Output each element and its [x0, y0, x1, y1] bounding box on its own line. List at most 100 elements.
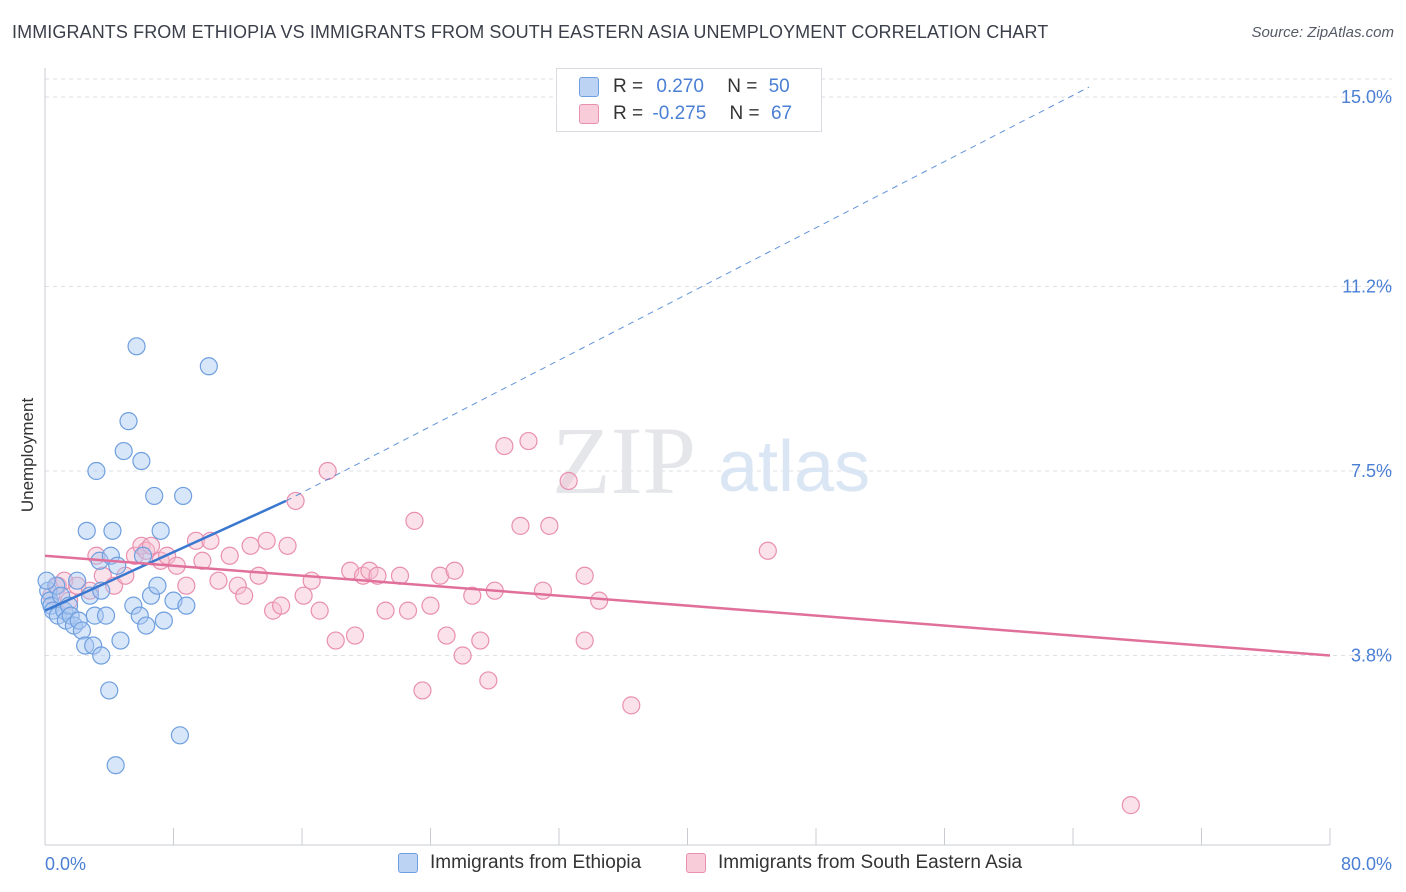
- y-tick-label: 11.2%: [1342, 276, 1392, 296]
- data-point-sea: [479, 671, 498, 690]
- data-point-sea: [294, 586, 313, 605]
- data-point-ethiopia: [132, 451, 151, 471]
- data-point-ethiopia: [141, 586, 161, 605]
- data-point-sea: [310, 601, 329, 620]
- tick-labels: 3.8% 7.5% 11.2% 15.0% 0.0% 80.0%: [45, 87, 1392, 874]
- grid-lines: [45, 78, 1392, 657]
- data-point-sea: [471, 631, 490, 650]
- bottom-legend-label: Immigrants from South Eastern Asia: [718, 852, 1023, 873]
- data-point-sea: [463, 586, 482, 605]
- data-point-sea: [257, 531, 276, 550]
- data-point-sea: [421, 596, 440, 615]
- data-point-ethiopia: [174, 486, 193, 506]
- data-point-sea: [437, 626, 456, 645]
- data-point-sea: [249, 566, 268, 585]
- data-point-sea: [318, 461, 337, 481]
- bottom-legend-label: Immigrants from Ethiopia: [430, 852, 642, 873]
- data-point-ethiopia: [77, 521, 96, 540]
- data-point-ethiopia: [87, 461, 106, 481]
- data-point-ethiopia: [47, 576, 66, 595]
- legend-r-label: R =: [613, 76, 644, 97]
- data-point-sea: [209, 571, 228, 590]
- data-point-sea: [495, 436, 514, 456]
- data-point-sea: [241, 536, 260, 555]
- data-point-ethiopia: [100, 681, 119, 700]
- data-point-sea: [540, 516, 559, 535]
- data-point-ethiopia: [37, 571, 56, 590]
- legend-n-value: 50: [768, 76, 790, 97]
- legend-r-label: R =: [613, 103, 644, 124]
- watermark-zip: ZIP: [552, 407, 696, 514]
- data-point-sea: [758, 541, 777, 560]
- axes: [44, 68, 1331, 846]
- x-tick-label: 0.0%: [45, 854, 86, 874]
- correlation-legend: R = 0.270 N = 50 R = -0.275 N = 67: [556, 68, 822, 132]
- legend-r-value: -0.275: [652, 103, 707, 124]
- data-point-ethiopia: [106, 756, 125, 775]
- y-tick-label: 15.0%: [1341, 87, 1392, 107]
- data-point-sea: [220, 546, 239, 565]
- y-tick-label: 3.8%: [1351, 646, 1392, 666]
- data-point-sea: [398, 601, 418, 620]
- data-point-sea: [533, 581, 553, 600]
- legend-swatch-sea: [579, 104, 599, 124]
- legend-n-label: N =: [727, 76, 758, 97]
- legend-n-label: N =: [729, 103, 760, 124]
- data-point-ethiopia: [127, 337, 146, 356]
- data-point-ethiopia: [170, 726, 190, 745]
- legend-n-value: 67: [770, 103, 793, 124]
- data-point-sea: [559, 471, 578, 491]
- data-point-ethiopia: [177, 596, 196, 615]
- legend-r-value: 0.270: [656, 76, 704, 97]
- data-point-sea: [405, 511, 424, 530]
- bottom-legend-swatch-ethiopia: [398, 853, 418, 873]
- data-point-ethiopia: [114, 441, 133, 461]
- data-point-sea: [326, 631, 345, 650]
- data-point-sea: [431, 566, 450, 585]
- bottom-legend-swatch-sea: [686, 853, 706, 873]
- data-point-ethiopia: [96, 606, 116, 625]
- data-point-sea: [272, 596, 291, 615]
- trend-lines: [44, 86, 1331, 657]
- data-point-ethiopia: [137, 616, 156, 635]
- data-point-ethiopia: [68, 571, 87, 590]
- data-point-sea: [575, 631, 594, 650]
- data-point-sea: [511, 516, 530, 535]
- data-point-ethiopia: [145, 486, 164, 506]
- data-point-sea: [177, 576, 196, 595]
- y-tick-label: 7.5%: [1351, 461, 1392, 481]
- data-point-ethiopia: [154, 611, 173, 630]
- data-point-sea: [368, 566, 387, 585]
- data-point-ethiopia: [199, 357, 218, 376]
- legend-swatch-ethiopia: [579, 77, 599, 97]
- data-point-sea: [193, 551, 212, 570]
- data-point-ethiopia: [119, 412, 138, 431]
- data-point-sea: [622, 696, 641, 715]
- data-point-sea: [575, 566, 594, 585]
- data-point-sea: [228, 576, 247, 595]
- data-point-ethiopia: [124, 596, 143, 615]
- data-point-ethiopia: [148, 576, 167, 595]
- watermark: ZIP atlas: [552, 407, 870, 514]
- data-point-sea: [413, 681, 432, 700]
- trend-line-ethiopia: [44, 499, 287, 612]
- data-point-sea: [345, 626, 365, 645]
- data-point-sea: [235, 586, 254, 605]
- data-point-sea: [376, 601, 395, 620]
- data-point-ethiopia: [103, 521, 122, 540]
- watermark-atlas: atlas: [718, 427, 870, 507]
- data-point-ethiopia: [92, 646, 111, 665]
- data-point-sea: [590, 591, 609, 610]
- chart-title: IMMIGRANTS FROM ETHIOPIA VS IMMIGRANTS F…: [12, 22, 1049, 42]
- data-point-ethiopia: [151, 521, 170, 540]
- x-tick-label: 80.0%: [1341, 854, 1392, 874]
- data-point-sea: [286, 491, 305, 511]
- data-point-ethiopia: [130, 606, 149, 625]
- data-point-sea: [453, 646, 472, 665]
- data-point-sea: [1121, 796, 1140, 815]
- trend-line-sea: [44, 554, 1331, 657]
- data-point-sea: [445, 561, 464, 580]
- data-point-ethiopia: [111, 631, 130, 650]
- data-point-ethiopia: [72, 621, 92, 640]
